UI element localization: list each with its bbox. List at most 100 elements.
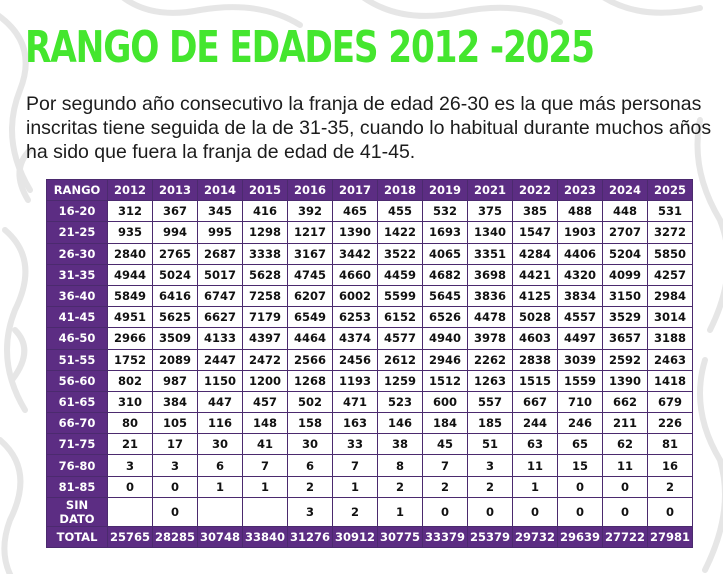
table-cell: 1259: [377, 369, 423, 392]
table-cell: 1: [377, 496, 423, 527]
table-cell: 3698: [467, 263, 513, 286]
total-cell: 33840: [242, 525, 288, 549]
table-cell: 4478: [467, 306, 513, 329]
table-cell: 5849: [107, 284, 153, 308]
table-cell: 3150: [602, 284, 648, 308]
table-cell: 30: [197, 433, 243, 456]
table-body: 16-20 312 367 345 416 392 465 455 532 375 385 488 44…: [46, 200, 693, 549]
table-cell: 1418: [647, 369, 693, 392]
age-range-label: 41-45: [46, 306, 108, 329]
table-header-row: RANGO 2012 2013 2014 2015 2016 2017 2018 2019 20…: [46, 178, 693, 202]
table-cell: 457: [242, 390, 288, 414]
table-cell: 987: [152, 369, 198, 392]
age-range-label: 56-60: [46, 369, 108, 392]
table-cell: 557: [467, 390, 513, 414]
table-cell: 17: [152, 433, 198, 456]
table-cell: 4603: [512, 327, 558, 350]
table-cell: 105: [152, 412, 198, 435]
table-cell: 3272: [647, 221, 693, 244]
table-cell: 1390: [332, 221, 378, 244]
total-cell: 30912: [332, 525, 378, 549]
table-row: SIN DATO 0 3 2 1 0 0 0 0 0 0: [46, 496, 693, 527]
table-cell: 392: [287, 200, 333, 223]
table-cell: 995: [197, 221, 243, 244]
table-cell: 7179: [242, 306, 288, 329]
table-cell: 45: [422, 433, 468, 456]
table-cell: 6549: [287, 306, 333, 329]
table-cell: 3: [152, 454, 198, 477]
table-cell: 226: [647, 412, 693, 435]
table-row: 61-65 310 384 447 457 502 471 523 600 557 667 710 66…: [46, 390, 693, 414]
table-cell: 81: [647, 433, 693, 456]
table-cell: 15: [557, 454, 603, 477]
table-cell: 148: [242, 412, 288, 435]
table-row: 26-30 2840 2765 2687 3338 3167 3442 3522 4065 335…: [46, 242, 693, 265]
table-cell: 310: [107, 390, 153, 414]
table-cell: 502: [287, 390, 333, 414]
table-cell: [197, 496, 243, 527]
table-cell: 41: [242, 433, 288, 456]
table-cell: 662: [602, 390, 648, 414]
table-cell: 0: [602, 496, 648, 527]
table-cell: 1: [332, 475, 378, 498]
total-cell: 30775: [377, 525, 423, 549]
table-row: 81-85 0 0 1 1 2 1 2 2 2 1 0 0 2: [46, 475, 693, 498]
table-cell: 244: [512, 412, 558, 435]
age-range-label: 26-30: [46, 242, 108, 265]
age-range-label: 51-55: [46, 348, 108, 371]
table-cell: 465: [332, 200, 378, 223]
table-cell: 3351: [467, 242, 513, 265]
table-cell: 6526: [422, 306, 468, 329]
year-column-header: 2012: [107, 178, 153, 202]
intro-line: Por segundo año consecutivo la franja de…: [26, 93, 702, 115]
table-cell: 5028: [512, 306, 558, 329]
year-column-header: 2013: [152, 178, 198, 202]
table-cell: 3978: [467, 327, 513, 350]
total-row: TOTAL 25765 28285 30748 33840 31276 30912 30775…: [46, 525, 693, 549]
table-cell: 185: [467, 412, 513, 435]
table-row: 36-40 5849 6416 6747 7258 6207 6002 5599 5645 383…: [46, 284, 693, 308]
age-range-label: 31-35: [46, 263, 108, 286]
table-cell: 2: [377, 475, 423, 498]
table-cell: 5625: [152, 306, 198, 329]
table-cell: 523: [377, 390, 423, 414]
table-cell: 4406: [557, 242, 603, 265]
table-cell: 1693: [422, 221, 468, 244]
table-cell: 6: [197, 454, 243, 477]
table-cell: 2838: [512, 348, 558, 371]
table-row: 31-35 4944 5024 5017 5628 4745 4660 4459 4682 369…: [46, 263, 693, 286]
table-cell: 62: [602, 433, 648, 456]
intro-line: ha sido que fuera la franja de edad de 4…: [26, 141, 416, 163]
table-cell: 7258: [242, 284, 288, 308]
page-title: RANGO DE EDADES 2012 -2025: [25, 22, 595, 73]
table-cell: 416: [242, 200, 288, 223]
table-cell: 0: [107, 475, 153, 498]
table-cell: 4421: [512, 263, 558, 286]
age-range-label: 61-65: [46, 390, 108, 414]
table-cell: 345: [197, 200, 243, 223]
table-cell: 2566: [287, 348, 333, 371]
table-row: 76-80 3 3 6 7 6 7 8 7 3 11 15 11 16: [46, 454, 693, 477]
table-cell: 1547: [512, 221, 558, 244]
table-cell: 30: [287, 433, 333, 456]
table-cell: 384: [152, 390, 198, 414]
table-cell: 4065: [422, 242, 468, 265]
table-cell: 994: [152, 221, 198, 244]
table-cell: 1268: [287, 369, 333, 392]
table-cell: 4125: [512, 284, 558, 308]
year-column-header: 2025: [647, 178, 693, 202]
table-cell: 2089: [152, 348, 198, 371]
table-cell: 11: [512, 454, 558, 477]
table-cell: 3: [467, 454, 513, 477]
table-cell: 1: [512, 475, 558, 498]
table-cell: 3657: [602, 327, 648, 350]
year-column-header: 2015: [242, 178, 288, 202]
total-cell: 27722: [602, 525, 648, 549]
table-row: 21-25 935 994 995 1298 1217 1390 1422 1693 1340 15…: [46, 221, 693, 244]
table-cell: 532: [422, 200, 468, 223]
table-cell: 246: [557, 412, 603, 435]
table-cell: 1340: [467, 221, 513, 244]
table-cell: 4459: [377, 263, 423, 286]
table-cell: 3509: [152, 327, 198, 350]
table-cell: 6416: [152, 284, 198, 308]
